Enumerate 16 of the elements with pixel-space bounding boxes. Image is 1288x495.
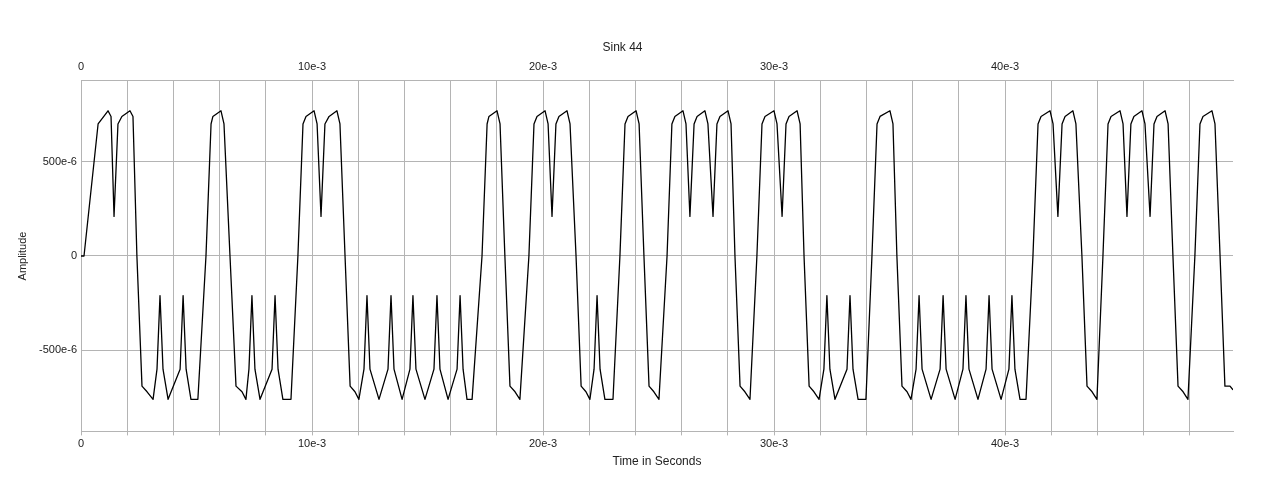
y-tick-label: 500e-6: [42, 154, 77, 167]
y-tick-label: 0: [70, 249, 77, 262]
x-tick-label: 30e-3: [759, 437, 789, 450]
y-tick-label: -500e-6: [39, 343, 77, 356]
x2-tick-label: 10e-3: [297, 60, 327, 73]
x2-tick-label: 0: [77, 60, 85, 73]
x-axis-title: Time in Seconds: [612, 454, 702, 469]
x-tick-label: 0: [77, 437, 85, 450]
x-tick-label: 40e-3: [990, 437, 1020, 450]
x2-tick-label: 40e-3: [990, 60, 1020, 73]
x2-tick-label: 30e-3: [759, 60, 789, 73]
chart-title: Sink 44: [602, 39, 643, 54]
x2-tick-label: 20e-3: [528, 60, 558, 73]
x-tick-label: 20e-3: [528, 437, 558, 450]
x-tick-label: 10e-3: [297, 437, 327, 450]
y-axis-title: Amplitude: [15, 231, 28, 281]
